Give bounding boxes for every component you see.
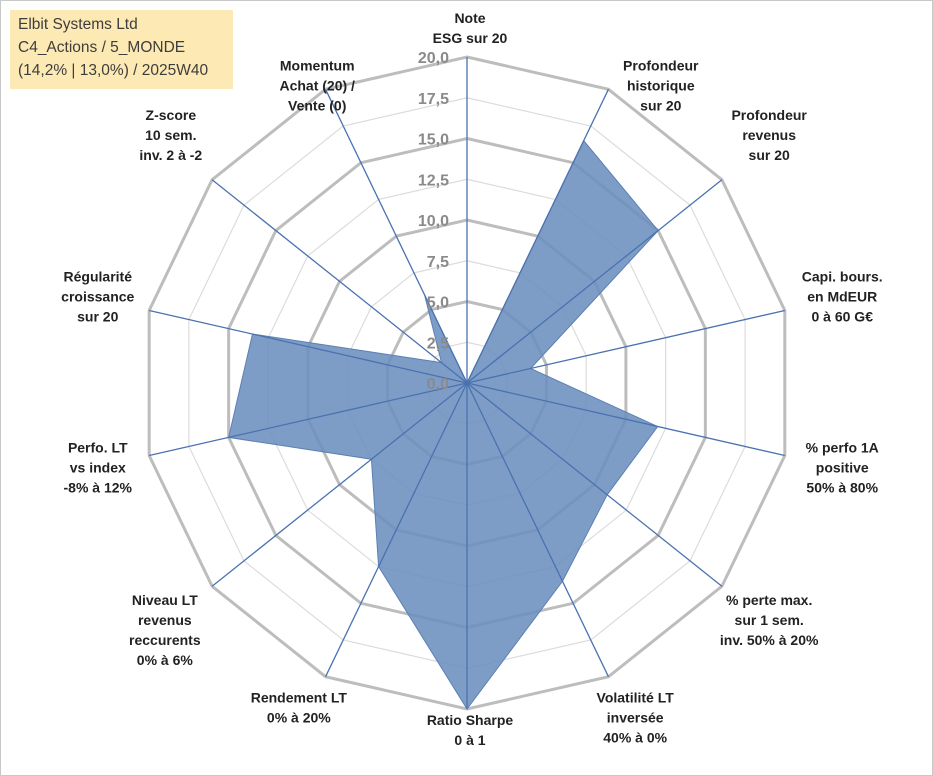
axis-label-line: 0 à 60 G€ <box>811 308 873 324</box>
axis-label-line: Régularité <box>64 268 133 284</box>
axis-label-line: 0% à 20% <box>267 709 331 725</box>
axis-label-line: ESG sur 20 <box>433 30 508 46</box>
axis-label-line: -8% à 12% <box>64 480 133 496</box>
tick-label-4: 10,0 <box>418 213 449 230</box>
tick-label-5: 12,5 <box>418 172 449 189</box>
portfolio-name: C4_Actions / 5_MONDE <box>18 39 186 56</box>
axis-label-line: Momentum <box>280 57 355 73</box>
axis-label-regularite-croissance: Régularité croissance sur 20 <box>61 268 134 324</box>
axis-line-perfo-1a-positive <box>466 382 785 457</box>
axis-label-line: revenus <box>742 127 796 143</box>
axis-line-regularite-croissance <box>149 309 468 384</box>
tick-label-6: 15,0 <box>418 132 449 149</box>
axis-label-line: 0% à 6% <box>137 652 194 668</box>
axis-label-line: croissance <box>61 288 134 304</box>
axis-label-line: Z-score <box>146 107 197 123</box>
tick-label-8: 20,0 <box>418 50 449 67</box>
tick-label-0: 0,0 <box>427 376 449 393</box>
axis-label-profondeur-revenus: Profondeur revenus sur 20 <box>731 107 807 163</box>
axis-line-momentum <box>324 89 468 384</box>
axis-label-ratio-sharpe: Ratio Sharpe 0 à 1 <box>427 712 514 748</box>
axis-label-line: positive <box>816 460 869 476</box>
axis-label-line: % perfo 1A <box>806 440 879 456</box>
axis-label-line: reccurents <box>129 632 201 648</box>
axis-label-line: % perte max. <box>726 592 812 608</box>
performance-stats: (14,2% | 13,0%) / 2025W40 <box>18 62 209 79</box>
axis-line-perfo-lt-vs-index <box>149 382 468 457</box>
axis-label-momentum: Momentum Achat (20) / Vente (0) <box>279 57 355 113</box>
tick-label-7: 17,5 <box>418 91 449 108</box>
axis-line-perte-max <box>466 382 723 587</box>
axis-label-line: 10 sem. <box>145 127 196 143</box>
axis-label-z-score: Z-score 10 sem. inv. 2 à -2 <box>139 107 202 163</box>
axis-line-profondeur-revenus <box>466 179 723 384</box>
axis-label-line: 50% à 80% <box>806 480 878 496</box>
axis-label-line: Vente (0) <box>288 97 346 113</box>
axis-label-line: 40% à 0% <box>603 729 667 745</box>
info-box: Elbit Systems Ltd C4_Actions / 5_MONDE (… <box>10 10 233 89</box>
tick-label-2: 5,0 <box>427 295 449 312</box>
axis-label-line: Profondeur <box>731 107 807 123</box>
axis-label-capi-bours: Capi. bours. en MdEUR 0 à 60 G€ <box>802 268 883 324</box>
axis-label-line: revenus <box>138 612 192 628</box>
axis-label-line: Rendement LT <box>251 689 348 705</box>
axis-label-line: sur 20 <box>749 147 790 163</box>
axis-label-line: Niveau LT <box>132 592 198 608</box>
axis-label-line: Ratio Sharpe <box>427 712 514 728</box>
tick-label-1: 2,5 <box>427 335 449 352</box>
axis-label-rendement-lt: Rendement LT 0% à 20% <box>251 689 348 725</box>
axis-label-line: Profondeur <box>623 57 699 73</box>
axis-line-capi-bours <box>466 309 785 384</box>
axis-label-perfo-1a-positive: % perfo 1A positive 50% à 80% <box>806 440 879 496</box>
axis-label-line: sur 20 <box>640 97 681 113</box>
axis-label-line: inv. 2 à -2 <box>139 147 202 163</box>
axis-label-line: inv. 50% à 20% <box>720 632 819 648</box>
axis-label-note-esg: Note ESG sur 20 <box>433 10 508 46</box>
axis-label-perte-max: % perte max. sur 1 sem. inv. 50% à 20% <box>720 592 819 648</box>
axis-label-niveau-lt-revenus: Niveau LT revenus reccurents 0% à 6% <box>129 592 201 668</box>
axis-label-line: vs index <box>70 460 126 476</box>
axis-label-line: 0 à 1 <box>454 732 485 748</box>
axis-label-line: historique <box>627 77 695 93</box>
axis-line-profondeur-historique <box>466 89 610 384</box>
tick-label-3: 7,5 <box>427 254 449 271</box>
axis-line-z-score <box>211 179 468 384</box>
axis-label-volatilite-lt: Volatilité LT inversée 40% à 0% <box>597 689 675 745</box>
company-name: Elbit Systems Ltd <box>18 16 138 33</box>
axis-label-line: Perfo. LT <box>68 440 128 456</box>
axis-label-perfo-lt-vs-index: Perfo. LT vs index -8% à 12% <box>64 440 133 496</box>
axis-label-line: Capi. bours. <box>802 268 883 284</box>
axis-label-line: inversée <box>607 709 664 725</box>
axis-label-line: sur 20 <box>77 308 118 324</box>
axis-line-rendement-lt <box>324 382 468 677</box>
axis-label-profondeur-historique: Profondeur historique sur 20 <box>623 57 699 113</box>
axis-line-niveau-lt-revenus <box>211 382 468 587</box>
axis-label-line: en MdEUR <box>807 288 877 304</box>
axis-label-line: Note <box>454 10 485 26</box>
axis-label-line: Volatilité LT <box>597 689 675 705</box>
axis-label-line: sur 1 sem. <box>735 612 804 628</box>
axis-line-volatilite-lt <box>466 382 610 677</box>
axis-label-line: Achat (20) / <box>279 77 355 93</box>
